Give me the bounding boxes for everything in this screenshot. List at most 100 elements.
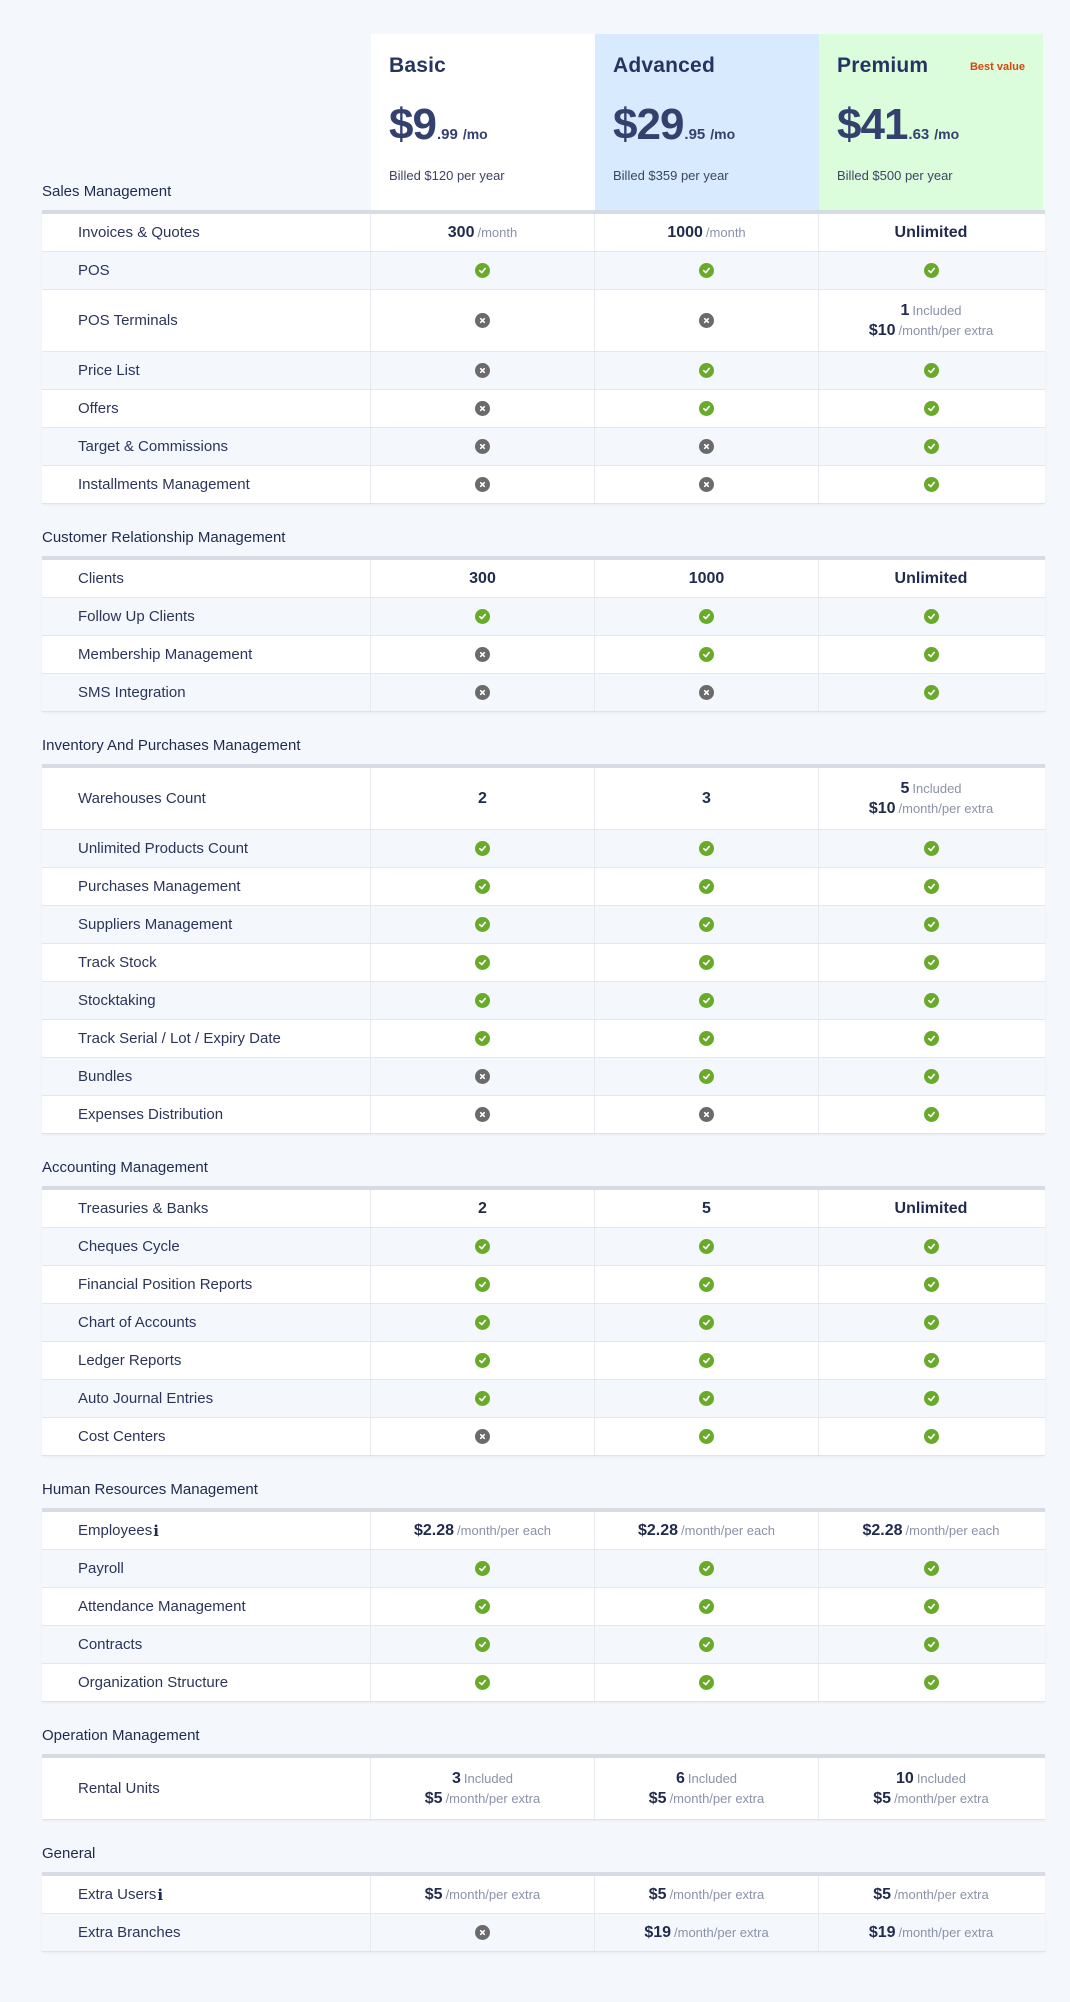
plan-value-cell: [371, 1096, 595, 1133]
plan-value-cell: [595, 1020, 819, 1057]
feature-label: Invoices & Quotes: [42, 214, 371, 251]
info-icon[interactable]: i: [157, 1885, 164, 1904]
feature-label: Follow Up Clients: [42, 598, 371, 635]
value-line: 5 Included: [900, 779, 961, 799]
table-row: Purchases Management: [42, 868, 1045, 906]
value-line: 6 Included: [676, 1769, 737, 1789]
feature-label-text: POS: [78, 262, 110, 279]
plan-value-cell: [595, 1550, 819, 1587]
value-sub: /month/per extra: [445, 1886, 541, 1902]
cross-icon: [475, 363, 490, 378]
value-main: $2.28: [862, 1521, 903, 1539]
plan-value-cell: [819, 982, 1043, 1019]
feature-sections: Invoices & Quotes 300/month 1000/month Unli…: [42, 210, 1045, 1952]
table-row: Employees i $2.28/month/per each $2.28/mont…: [42, 1512, 1045, 1550]
price-dollars: $9: [389, 100, 437, 149]
value-line: $5/month/per extra: [873, 1789, 988, 1809]
feature-label: Payroll: [42, 1550, 371, 1587]
check-icon: [475, 1561, 490, 1576]
feature-label-text: Ledger Reports: [78, 1352, 182, 1369]
feature-label: Purchases Management: [42, 868, 371, 905]
value-line: $2.28/month/per each: [863, 1521, 1000, 1541]
plan-value-cell: 1 Included $10/month/per extra: [819, 290, 1043, 351]
value-line: $5/month/per extra: [425, 1885, 540, 1905]
value-main: 1: [900, 301, 910, 319]
value-main: Unlimited: [894, 569, 968, 587]
plan-value-cell: [595, 1626, 819, 1663]
plan-value-cell: [819, 1418, 1043, 1455]
feature-label: Expenses Distribution: [42, 1096, 371, 1133]
value-main: Unlimited: [894, 223, 968, 241]
plan-value-cell: $19/month/per extra: [819, 1914, 1043, 1951]
feature-label-text: Warehouses Count: [78, 790, 206, 807]
check-icon: [699, 363, 714, 378]
plan-value-cell: 1000: [595, 560, 819, 597]
section-header: Inventory And Purchases Management: [42, 712, 1045, 764]
check-icon: [923, 401, 939, 416]
check-icon: [923, 647, 939, 662]
plan-value-cell: [819, 252, 1043, 289]
check-icon: [699, 1315, 714, 1330]
feature-label-text: Employees: [78, 1522, 153, 1539]
value-main: $5: [424, 1885, 443, 1903]
feature-label-text: Track Stock: [78, 954, 157, 971]
value-main: 5: [900, 779, 910, 797]
feature-label: Extra Branches: [42, 1914, 371, 1951]
cross-icon: [475, 1069, 490, 1084]
cross-icon: [699, 313, 714, 328]
feature-label: Treasuries & Banks: [42, 1190, 371, 1227]
table-row: Rental Units 3 Included $5/month/per extra 6…: [42, 1758, 1045, 1820]
plan-value-cell: [371, 830, 595, 867]
value-line: $2.28/month/per each: [638, 1521, 775, 1541]
feature-label-text: Chart of Accounts: [78, 1314, 197, 1331]
check-icon: [923, 439, 939, 454]
check-icon: [475, 1599, 490, 1614]
check-icon: [699, 955, 714, 970]
value-line: $5/month/per extra: [649, 1789, 764, 1809]
plan-card-advanced[interactable]: Advanced $29 .95 /mo Billed $359 per yea…: [595, 34, 819, 210]
check-icon: [475, 1675, 490, 1690]
value-main: 10: [896, 1769, 914, 1787]
header-label-column: Sales Management: [42, 34, 371, 210]
value-main: 1000: [688, 569, 725, 587]
feature-label-text: Target & Commissions: [78, 438, 229, 455]
info-icon[interactable]: i: [153, 1521, 159, 1540]
cross-icon: [475, 477, 490, 492]
feature-label-text: Membership Management: [78, 646, 253, 663]
plan-name: Advanced: [613, 54, 715, 77]
plan-card-premium[interactable]: Premium Best value $41 .63 /mo Billed $5…: [819, 34, 1043, 210]
section-header: Operation Management: [42, 1702, 1045, 1754]
feature-label: Organization Structure: [42, 1664, 371, 1701]
check-icon: [699, 1429, 714, 1444]
plan-value-cell: 3 Included $5/month/per extra: [371, 1758, 595, 1819]
plan-card-basic[interactable]: Basic $9 .99 /mo Billed $120 per year: [371, 34, 595, 210]
check-icon: [475, 917, 490, 932]
value-main: $5: [873, 1885, 892, 1903]
value-line: $19/month/per extra: [644, 1923, 768, 1943]
table-row: POS: [42, 252, 1045, 290]
check-icon: [923, 1107, 939, 1122]
plan-value-cell: [819, 674, 1043, 711]
table-row: Extra Users i $5/month/per extra $5/month/p…: [42, 1876, 1045, 1914]
plan-value-cell: [819, 1588, 1043, 1625]
value-main: 300: [447, 223, 475, 241]
feature-label: Membership Management: [42, 636, 371, 673]
feature-label: Offers: [42, 390, 371, 427]
check-icon: [475, 993, 490, 1008]
feature-label-text: Extra Users: [78, 1886, 157, 1903]
plan-value-cell: [371, 1914, 595, 1951]
value-sub: /month: [705, 224, 746, 240]
value-main: $2.28: [414, 1521, 455, 1539]
feature-table: Rental Units 3 Included $5/month/per extra 6…: [42, 1754, 1045, 1820]
feature-label-text: Extra Branches: [78, 1924, 181, 1941]
cross-icon: [475, 647, 490, 662]
cross-icon: [475, 685, 490, 700]
table-row: Chart of Accounts: [42, 1304, 1045, 1342]
plan-value-cell: [371, 466, 595, 503]
feature-label: Ledger Reports: [42, 1342, 371, 1379]
value-main: 2: [478, 789, 487, 807]
value-extra-price: $10: [868, 321, 896, 339]
table-row: Ledger Reports: [42, 1342, 1045, 1380]
plan-value-cell: $2.28/month/per each: [595, 1512, 819, 1549]
feature-label-text: Clients: [78, 570, 124, 587]
